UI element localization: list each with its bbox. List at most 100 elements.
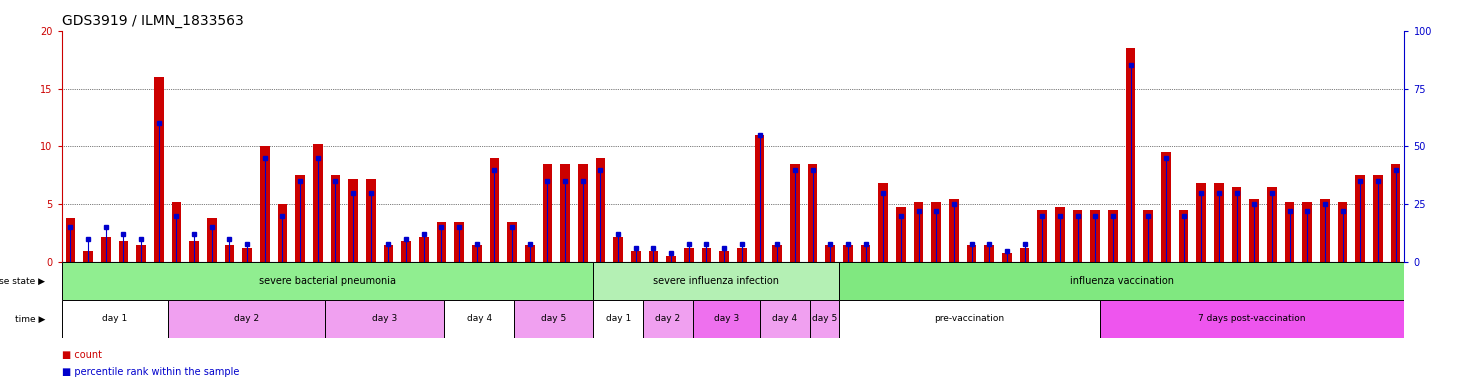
Text: day 2: day 2 — [655, 314, 680, 323]
Bar — [259, 146, 270, 262]
Text: disease state ▶: disease state ▶ — [0, 276, 45, 286]
Bar — [1038, 210, 1047, 262]
Bar — [773, 245, 781, 262]
Text: severe bacterial pneumonia: severe bacterial pneumonia — [259, 276, 396, 286]
Bar — [119, 241, 128, 262]
Bar — [578, 164, 588, 262]
Bar — [595, 158, 605, 262]
Text: pre-vaccination: pre-vaccination — [934, 314, 1004, 323]
Bar — [1100, 300, 1404, 338]
Bar — [809, 300, 839, 338]
Bar — [189, 241, 199, 262]
Bar — [454, 222, 463, 262]
Bar — [277, 204, 287, 262]
Bar — [312, 144, 323, 262]
Bar — [1003, 253, 1012, 262]
Bar — [437, 222, 446, 262]
Bar — [525, 245, 535, 262]
Bar — [878, 184, 888, 262]
Bar — [949, 199, 959, 262]
Bar — [1374, 175, 1382, 262]
Bar — [808, 164, 818, 262]
Text: 7 days post-vaccination: 7 days post-vaccination — [1198, 314, 1306, 323]
Bar — [861, 245, 871, 262]
Bar — [1161, 152, 1171, 262]
Bar — [1056, 207, 1064, 262]
Bar — [755, 135, 764, 262]
Text: severe influenza infection: severe influenza infection — [654, 276, 780, 286]
Bar — [644, 300, 693, 338]
Bar — [84, 251, 92, 262]
Bar — [1179, 210, 1189, 262]
Bar — [62, 300, 167, 338]
Bar — [594, 262, 839, 300]
Bar — [560, 164, 570, 262]
Bar — [1356, 175, 1365, 262]
Bar — [966, 245, 976, 262]
Bar — [685, 248, 693, 262]
Text: day 2: day 2 — [233, 314, 259, 323]
Text: day 1: day 1 — [103, 314, 128, 323]
Text: day 3: day 3 — [714, 314, 739, 323]
Bar — [207, 218, 217, 262]
Bar — [1284, 202, 1294, 262]
Bar — [648, 251, 658, 262]
Bar — [839, 300, 1100, 338]
Bar — [1391, 164, 1400, 262]
Bar — [444, 300, 515, 338]
Bar — [1073, 210, 1082, 262]
Bar — [331, 175, 340, 262]
Text: time ▶: time ▶ — [15, 314, 45, 323]
Text: GDS3919 / ILMN_1833563: GDS3919 / ILMN_1833563 — [62, 14, 243, 28]
Text: ■ count: ■ count — [62, 350, 101, 360]
Bar — [224, 245, 235, 262]
Bar — [913, 202, 924, 262]
Bar — [1091, 210, 1100, 262]
Bar — [419, 237, 428, 262]
Bar — [1267, 187, 1277, 262]
Bar — [490, 158, 500, 262]
Bar — [507, 222, 517, 262]
Bar — [630, 251, 641, 262]
Text: influenza vaccination: influenza vaccination — [1070, 276, 1174, 286]
Bar — [1231, 187, 1242, 262]
Bar — [66, 218, 75, 262]
Bar — [702, 248, 711, 262]
Bar — [594, 300, 644, 338]
Bar — [295, 175, 305, 262]
Text: day 3: day 3 — [372, 314, 397, 323]
Bar — [242, 248, 252, 262]
Text: day 4: day 4 — [773, 314, 798, 323]
Bar — [366, 179, 375, 262]
Bar — [1020, 248, 1029, 262]
Bar — [515, 300, 594, 338]
Bar — [759, 300, 809, 338]
Bar — [101, 237, 110, 262]
Bar — [790, 164, 799, 262]
Bar — [472, 245, 482, 262]
Text: day 1: day 1 — [605, 314, 630, 323]
Bar — [1108, 210, 1117, 262]
Bar — [1338, 202, 1347, 262]
Bar — [325, 300, 444, 338]
Bar — [843, 245, 853, 262]
Bar — [1143, 210, 1154, 262]
Bar — [1126, 48, 1135, 262]
Bar — [1249, 199, 1259, 262]
Text: ■ percentile rank within the sample: ■ percentile rank within the sample — [62, 367, 239, 377]
Bar — [1196, 184, 1207, 262]
Bar — [384, 245, 393, 262]
Bar — [1302, 202, 1312, 262]
Bar — [136, 245, 147, 262]
Bar — [667, 257, 676, 262]
Bar — [720, 251, 729, 262]
Text: day 5: day 5 — [812, 314, 837, 323]
Bar — [931, 202, 941, 262]
Text: day 5: day 5 — [541, 314, 566, 323]
Bar — [154, 77, 164, 262]
Bar — [984, 245, 994, 262]
Bar — [1319, 199, 1330, 262]
Bar — [839, 262, 1404, 300]
Text: day 4: day 4 — [466, 314, 491, 323]
Bar — [349, 179, 358, 262]
